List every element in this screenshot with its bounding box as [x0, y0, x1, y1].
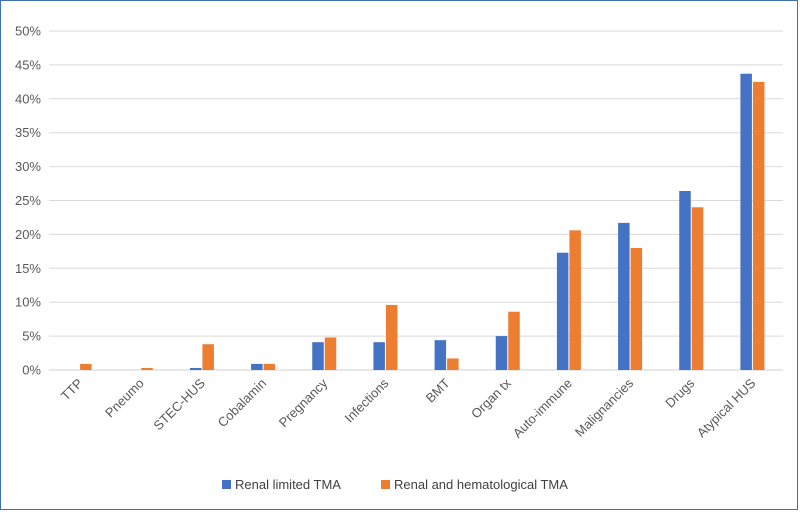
- y-tick-label: 45%: [15, 57, 41, 72]
- bar-renal-hematological-ttp: [80, 363, 92, 370]
- y-axis-ticks: 0% 5% 10% 15% 20% 25% 30% 35% 40% 45% 50%: [15, 24, 41, 378]
- bar-renal-hematological-atypical-hus: [752, 81, 765, 370]
- bar-renal-hematological-malignancies: [630, 247, 643, 370]
- legend: Renal limited TMA Renal and hematological…: [222, 477, 568, 492]
- y-tick-label: 25%: [15, 193, 41, 208]
- bar-renal-limited-pregnancy: [312, 342, 324, 370]
- x-tick-label: Pneumo: [102, 376, 147, 421]
- bar-renal-hematological-pregnancy: [324, 337, 337, 370]
- legend-label: Renal limited TMA: [235, 477, 341, 492]
- x-tick-label: STEC-HUS: [150, 375, 208, 433]
- y-tick-label: 30%: [15, 159, 41, 174]
- bar-renal-limited-atypical-hus: [740, 73, 752, 371]
- x-tick-label: BMT: [423, 375, 453, 405]
- bar-renal-hematological-bmt: [447, 358, 459, 370]
- legend-swatch: [222, 480, 231, 489]
- bar-renal-hematological-organ-tx: [508, 311, 520, 370]
- bar-renal-limited-stec-hus: [189, 367, 202, 370]
- x-tick-label: Auto-immune: [510, 376, 575, 441]
- bar-renal-limited-drugs: [679, 191, 691, 370]
- x-tick-label: Infections: [342, 375, 392, 425]
- bar-renal-limited-malignancies: [618, 222, 630, 370]
- bar-renal-hematological-auto-immune: [569, 230, 581, 370]
- y-tick-label: 10%: [15, 295, 41, 310]
- x-tick-label: Pregnancy: [276, 375, 331, 430]
- y-tick-label: 20%: [15, 227, 41, 242]
- legend-swatch: [381, 480, 390, 489]
- legend-label: Renal and hematological TMA: [394, 477, 568, 492]
- x-tick-label: Cobalamin: [215, 376, 270, 431]
- bar-renal-limited-auto-immune: [556, 252, 569, 370]
- bar-renal-hematological-stec-hus: [202, 344, 214, 370]
- y-tick-label: 5%: [22, 329, 41, 344]
- bar-renal-hematological-infections: [385, 304, 398, 370]
- y-tick-label: 50%: [15, 24, 41, 39]
- x-tick-label: Atypical HUS: [694, 375, 759, 440]
- x-tick-label: Malignancies: [572, 375, 637, 440]
- y-tick-label: 35%: [15, 125, 41, 140]
- y-tick-label: 40%: [15, 91, 41, 106]
- x-axis-ticks: TTP Pneumo STEC-HUS Cobalamin Pregnancy Infec…: [58, 375, 759, 441]
- bar-renal-hematological-pneumo: [141, 367, 153, 370]
- bar-renal-limited-organ-tx: [495, 336, 508, 370]
- gridlines: [49, 30, 783, 371]
- x-tick-label: Organ tx: [468, 375, 514, 421]
- y-tick-label: 0%: [22, 363, 41, 378]
- x-tick-label: Drugs: [662, 375, 697, 410]
- y-tick-label: 15%: [15, 261, 41, 276]
- bar-renal-limited-infections: [373, 342, 385, 370]
- bar-renal-hematological-drugs: [691, 207, 704, 370]
- x-tick-label: TTP: [58, 376, 86, 404]
- bar-renal-hematological-cobalamin: [263, 363, 276, 370]
- bars: [80, 73, 765, 371]
- bar-renal-limited-cobalamin: [251, 363, 263, 370]
- bar-renal-limited-bmt: [434, 340, 447, 370]
